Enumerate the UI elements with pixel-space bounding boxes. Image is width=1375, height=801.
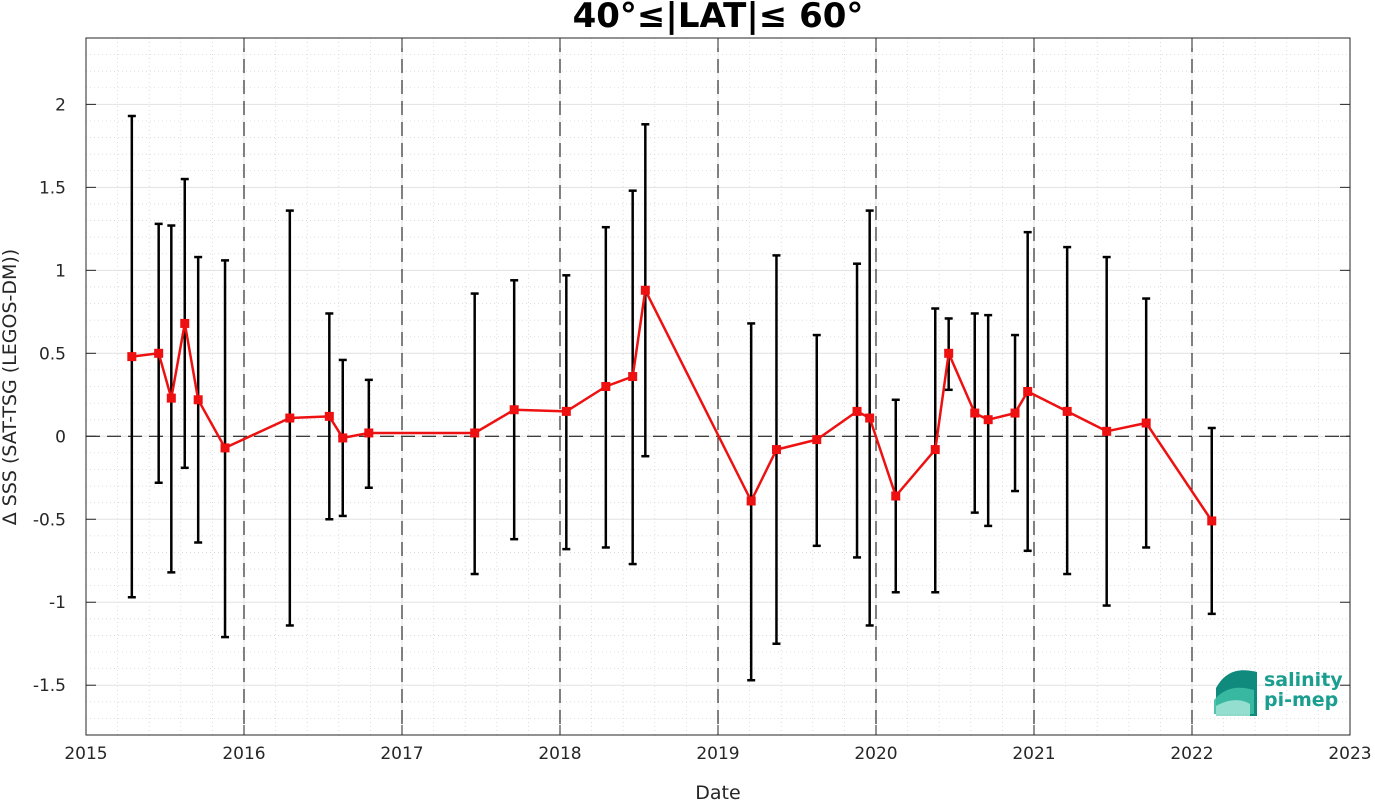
x-tick-label: 2023	[1328, 744, 1371, 764]
series-marker	[324, 411, 334, 421]
series-marker	[970, 408, 980, 418]
series-marker	[338, 433, 348, 443]
series-marker	[220, 443, 230, 453]
series-marker	[180, 318, 190, 328]
series-marker	[746, 496, 756, 506]
series-group	[127, 285, 1217, 526]
x-tick-label: 2022	[1170, 744, 1213, 764]
y-axis-label: Δ SSS (SAT-TSG (LEGOS-DM))	[0, 249, 21, 525]
series-marker	[1062, 406, 1072, 416]
series-marker	[154, 348, 164, 358]
y-tick-label: -1	[49, 593, 66, 613]
series-marker	[470, 428, 480, 438]
series-marker	[771, 445, 781, 455]
y-tick-label: 1.5	[39, 178, 66, 198]
y-tick-label: -1.5	[33, 676, 66, 696]
y-tick-label: 0.5	[39, 344, 66, 364]
series-marker	[127, 352, 137, 362]
series-marker	[561, 406, 571, 416]
x-tick-label: 2016	[222, 744, 265, 764]
series-marker	[983, 415, 993, 425]
salinity-pi-mep-logo: salinity pi-mep	[1214, 669, 1343, 716]
series-marker	[865, 413, 875, 423]
series-marker	[285, 413, 295, 423]
y-tick-label: -0.5	[33, 510, 66, 530]
series-marker	[166, 393, 176, 403]
x-tick-label: 2015	[64, 744, 107, 764]
series-marker	[1102, 426, 1112, 436]
series-marker	[930, 445, 940, 455]
y-tick-label: 0	[55, 427, 66, 447]
series-marker	[601, 382, 611, 391]
x-tick-label: 2019	[696, 744, 739, 764]
x-tick-label: 2020	[854, 744, 897, 764]
logo-text-pi-mep: pi-mep	[1264, 689, 1338, 711]
logo-mark-icon	[1214, 670, 1257, 716]
series-marker	[193, 395, 203, 405]
y-tick-label: 2	[55, 95, 66, 115]
axis-ticks	[85, 38, 1351, 735]
y-tick-label: 1	[55, 261, 66, 281]
logo-text-salinity: salinity	[1264, 669, 1343, 691]
series-line	[131, 288, 1213, 522]
x-tick-labels: 2015 2016 2017 2018 2019 2020 2021 2022 2023	[64, 744, 1371, 764]
series-marker	[812, 435, 822, 445]
series-marker	[944, 348, 954, 358]
x-tick-label: 2018	[538, 744, 581, 764]
series-marker	[1023, 386, 1033, 396]
series-marker	[852, 406, 862, 416]
series-marker	[1010, 408, 1020, 418]
series-marker	[891, 491, 901, 501]
year-separators	[243, 38, 1193, 735]
series-marker	[640, 285, 650, 295]
series-marker	[1207, 516, 1217, 526]
x-tick-label: 2017	[380, 744, 423, 764]
y-tick-labels: -1.5 -1 -0.5 0 0.5 1 1.5 2	[33, 95, 66, 696]
series-marker	[628, 372, 638, 382]
x-tick-label: 2021	[1012, 744, 1055, 764]
series-marker	[509, 405, 519, 415]
chart-title: 40°≤|LAT|≤ 60°	[573, 0, 864, 36]
series-marker	[1141, 418, 1151, 428]
series-marker	[364, 428, 374, 438]
x-axis-label: Date	[695, 782, 740, 801]
